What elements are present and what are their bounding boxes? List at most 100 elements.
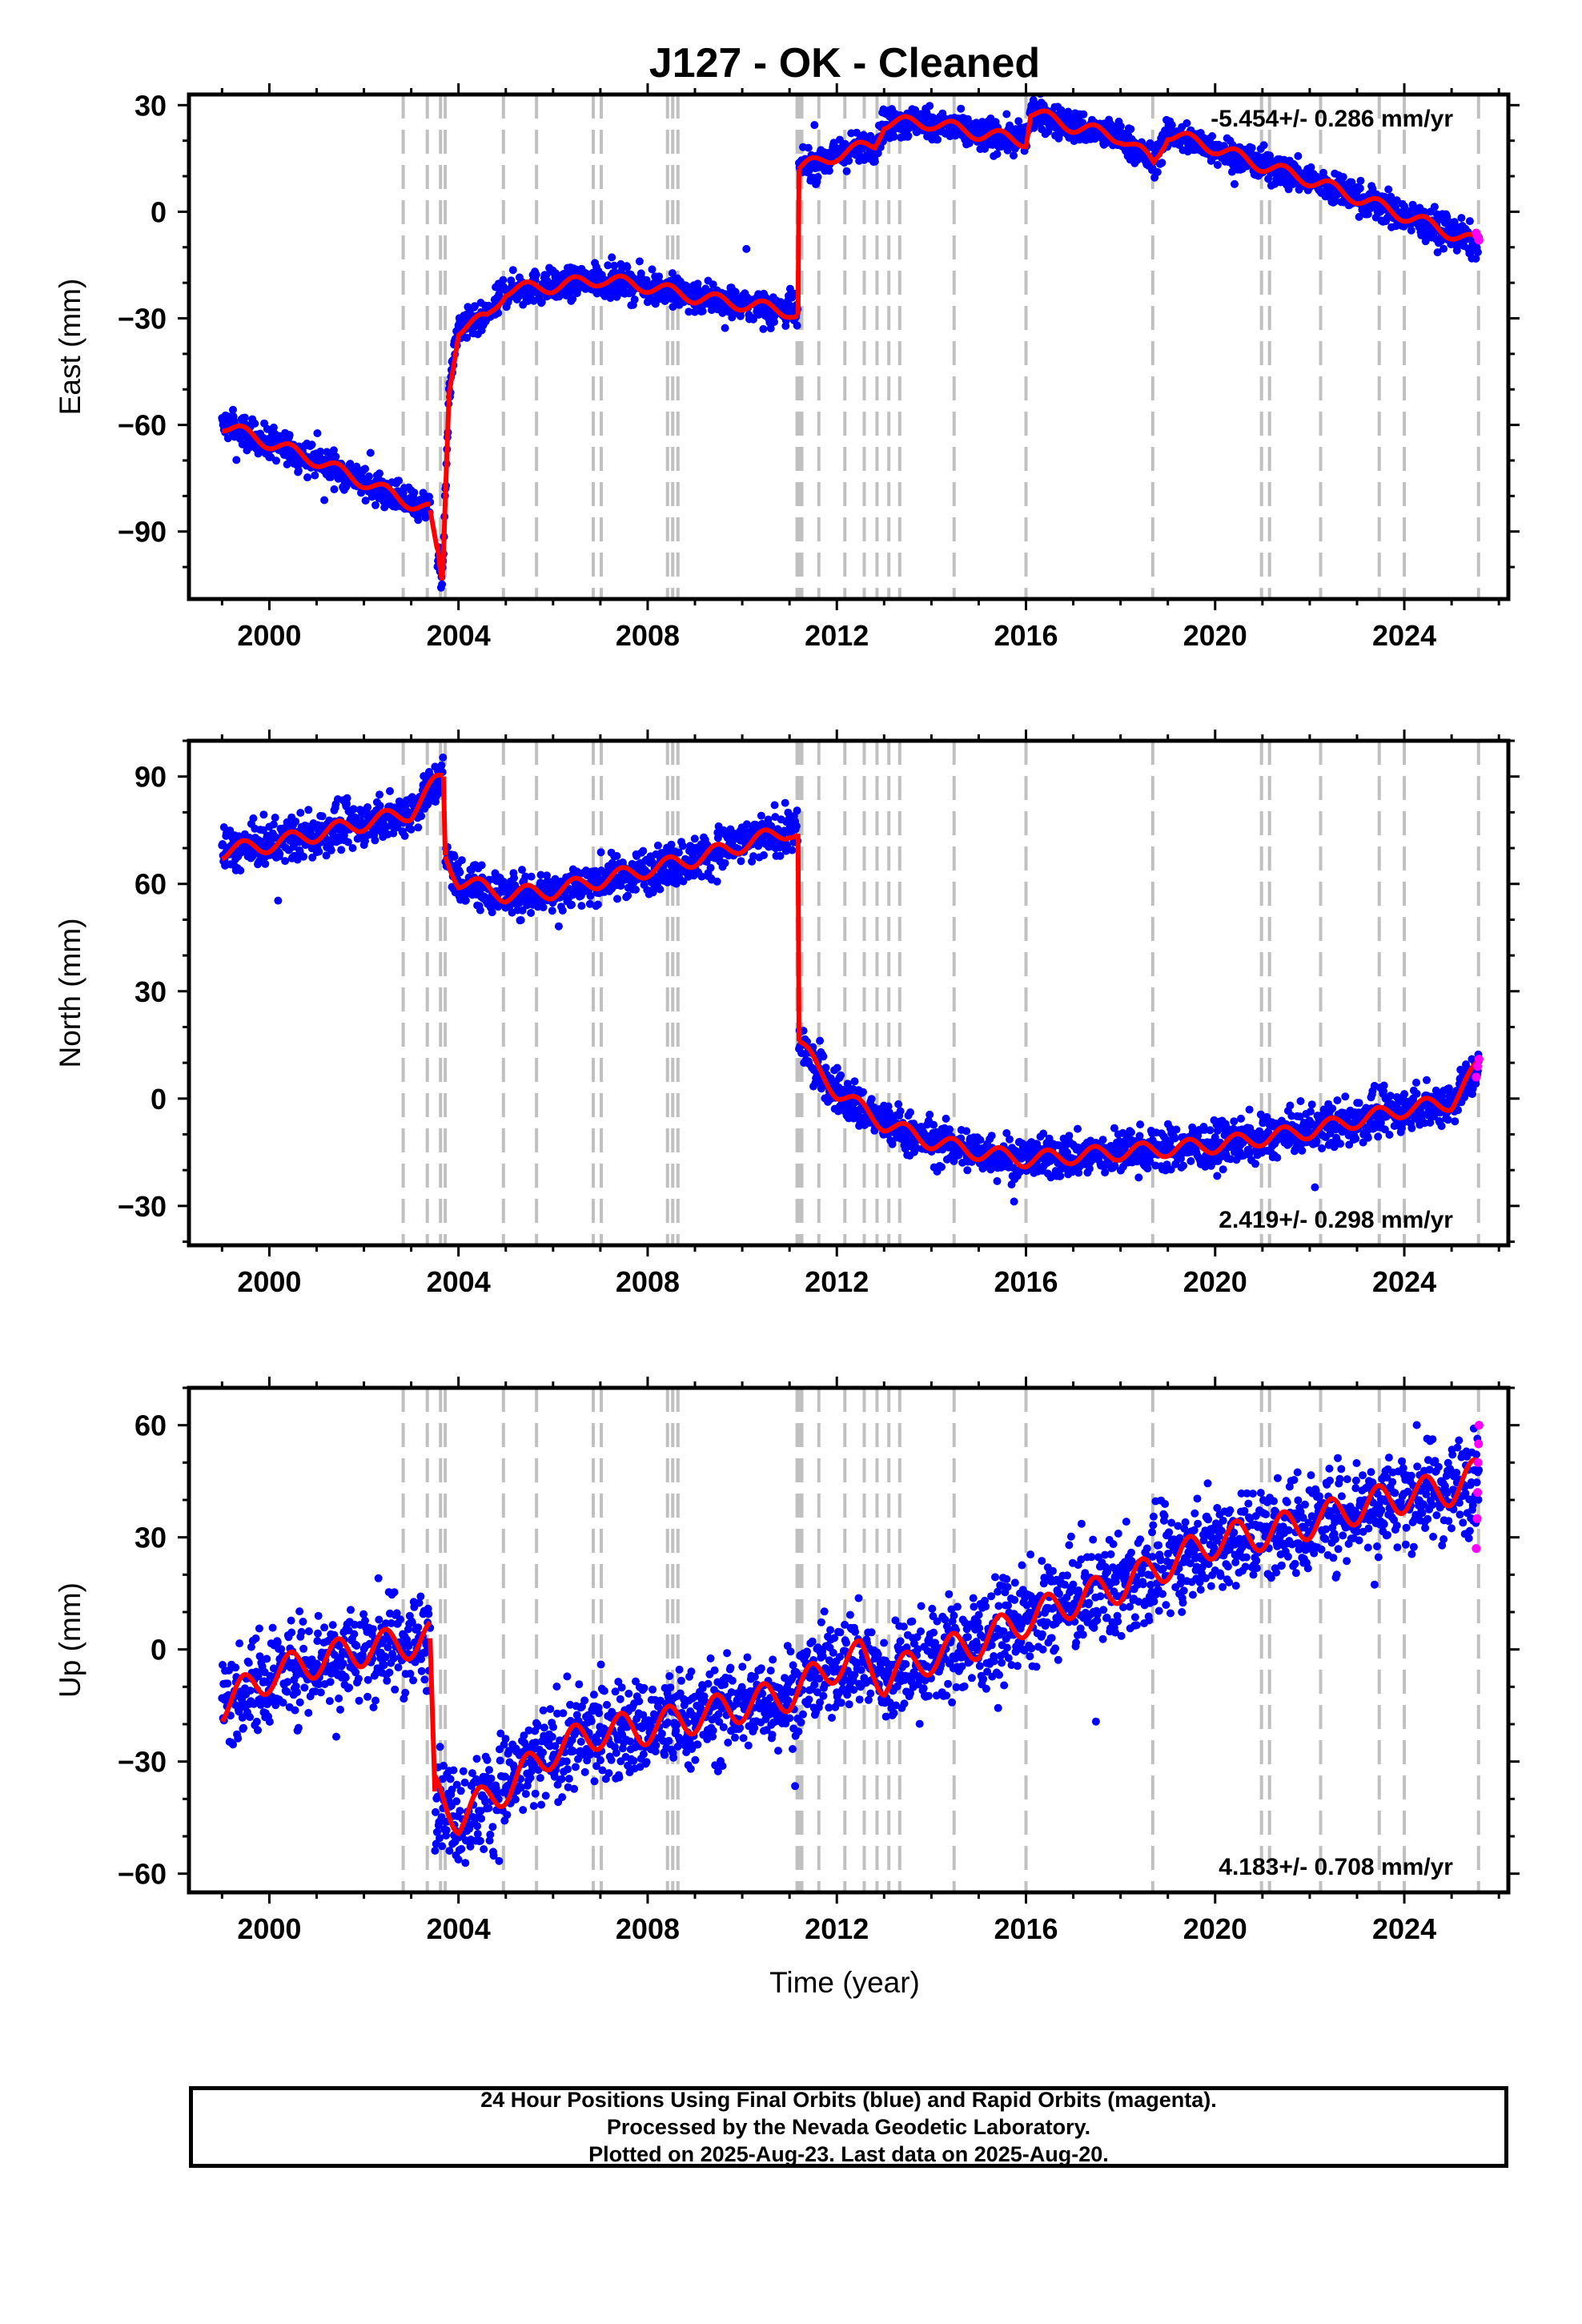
data-point [896,1107,905,1116]
data-point [825,167,833,175]
data-point [866,131,875,140]
data-point [1273,1153,1282,1162]
data-point [259,810,268,819]
data-point [1056,1172,1065,1180]
data-point [476,906,484,915]
x-tick-label: 2020 [1183,619,1247,652]
model-curve-segment [222,423,431,512]
data-point [1245,1105,1254,1114]
data-point [1219,1165,1227,1174]
data-point [678,842,687,850]
data-point [1333,1096,1342,1104]
data-point [435,789,444,798]
x-tick-label: 2004 [427,619,491,652]
data-point [1450,218,1459,227]
data-point [661,868,670,877]
data-point [371,836,379,845]
data-point [1014,117,1023,126]
data-point [1355,184,1364,193]
data-point [1407,226,1415,235]
data-point [1359,1138,1367,1147]
data-point [240,413,249,422]
data-point [1057,106,1066,115]
data-point [1110,1124,1118,1132]
data-point [219,823,228,831]
data-point [884,1102,893,1111]
data-point [813,173,822,181]
data-point [612,851,621,860]
data-point [585,899,594,908]
data-point [1006,1135,1014,1144]
data-point [1259,141,1268,150]
data-point [1363,1133,1372,1142]
data-point [477,861,486,870]
data-point [294,466,303,475]
data-point [1039,1129,1048,1138]
data-point [749,852,757,861]
data-point [1213,1126,1222,1135]
data-point [320,496,329,505]
data-point [1213,161,1222,169]
data-point [414,516,423,525]
data-point [821,1063,830,1072]
data-point [1182,119,1191,127]
data-point [942,1114,950,1123]
data-point [742,820,751,829]
data-point [1167,121,1176,130]
data-point [721,858,729,867]
data-point [518,906,527,915]
data-point [1294,151,1303,160]
data-point [346,460,355,468]
data-point [1295,1112,1304,1121]
data-point [1116,122,1125,131]
data-point [946,1125,954,1134]
data-point [311,471,319,480]
data-point [407,825,416,834]
data-point [518,866,526,875]
x-tick-label: 2000 [237,619,301,652]
data-point [1237,1114,1245,1123]
data-point [348,844,357,852]
data-point [1247,143,1256,152]
data-point [516,916,525,924]
data-point [527,909,536,917]
data-point [329,446,338,455]
data-point [229,405,237,414]
data-point [608,253,616,262]
data-point [669,303,677,312]
data-point [414,823,423,832]
data-point [623,263,632,271]
data-point [1307,1100,1316,1109]
data-point [1331,197,1339,205]
data-point [400,831,409,840]
data-point [1010,1197,1018,1206]
data-point [271,814,279,822]
data-point [674,848,683,857]
data-point [993,150,1002,159]
plot-area [218,94,1484,599]
data-point [630,296,639,304]
data-point [867,1095,876,1104]
data-point [1135,1132,1144,1140]
data-point [926,102,934,111]
data-point [757,811,765,820]
data-point [1312,1136,1321,1145]
data-point [713,877,721,886]
data-point [510,874,518,883]
data-point [776,851,785,860]
model-curve-segment [797,108,1481,242]
data-point [1065,1132,1074,1140]
data-point [1336,1140,1345,1148]
data-point [697,872,706,881]
data-point [894,1100,903,1108]
data-point [593,900,602,909]
data-point [438,580,447,589]
data-point [833,1063,841,1072]
data-point [810,121,819,130]
north-panel: 2000 2004 2008 2012 2016 2020 20249060300−30No… [54,730,1520,1298]
data-point [527,872,536,881]
data-point [1010,151,1018,160]
data-point [275,850,284,858]
data-point [889,132,898,141]
data-point [543,871,551,880]
